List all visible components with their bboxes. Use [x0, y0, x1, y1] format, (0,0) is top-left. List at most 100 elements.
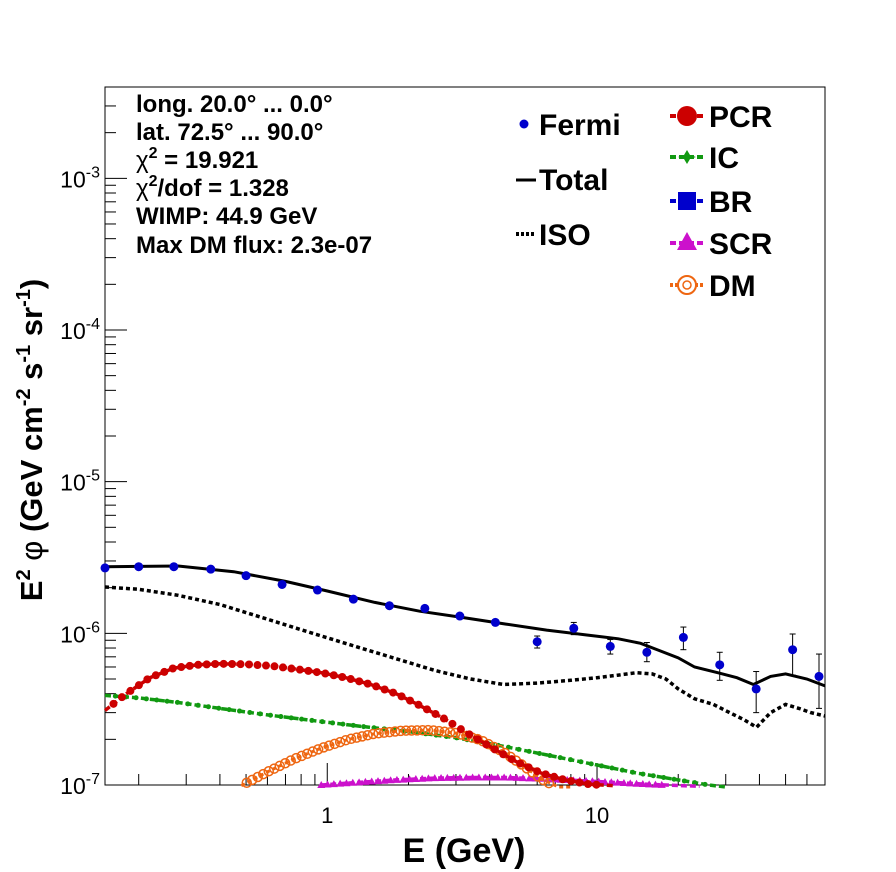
ic-marker: [526, 748, 532, 754]
pcr-marker: [109, 699, 118, 708]
fermi-point: [532, 637, 542, 647]
ic-marker: [133, 695, 139, 701]
dm-marker: [389, 726, 401, 737]
ic-marker: [205, 704, 211, 710]
legend-dm-marker-inner: [682, 280, 692, 290]
ic-marker: [619, 767, 625, 773]
pcr-marker: [422, 705, 431, 714]
pcr-curve: [103, 662, 614, 788]
dm-marker: [433, 725, 445, 737]
scr-marker: [367, 777, 376, 785]
pcr-marker: [583, 780, 592, 789]
scr-marker: [481, 773, 490, 781]
pcr-marker: [219, 659, 228, 668]
pcr-marker: [126, 686, 135, 695]
dm-marker: [263, 766, 274, 777]
ic-marker: [216, 705, 222, 711]
fermi-point: [348, 594, 358, 604]
dm-marker: [318, 742, 329, 753]
pcr-marker: [380, 685, 389, 694]
ic-marker: [516, 746, 522, 752]
pcr-marker: [431, 709, 440, 718]
pcr-marker: [287, 664, 296, 673]
dm-marker: [367, 728, 379, 740]
scr-marker: [626, 779, 635, 787]
pcr-marker: [185, 661, 194, 670]
scr-marker: [405, 775, 414, 783]
scr-marker: [437, 774, 446, 782]
ic-marker: [661, 775, 667, 781]
ic-marker: [185, 701, 191, 707]
scr-marker: [336, 779, 345, 787]
legend-pcr-marker: [677, 106, 697, 126]
scr-marker: [411, 775, 420, 783]
x-tick-labels: 1 10: [321, 803, 609, 828]
scr-marker: [525, 774, 534, 782]
pcr-marker: [151, 671, 160, 680]
dm-marker: [241, 777, 253, 789]
scr-marker: [374, 777, 383, 785]
legend-dm-marker: [677, 275, 697, 295]
fermi-point: [455, 611, 465, 621]
pcr-marker: [448, 719, 457, 728]
scr-marker: [392, 775, 401, 783]
pcr-marker: [228, 660, 237, 669]
fermi-point: [277, 579, 287, 589]
dm-marker: [417, 725, 428, 736]
ic-marker: [537, 750, 543, 756]
legend-fermi-marker: [519, 119, 529, 129]
scr-marker: [512, 773, 521, 781]
legend: Fermi Total ISO PCR IC BR SCR DM: [516, 101, 773, 303]
dm-marker: [252, 771, 264, 783]
scr-marker: [613, 778, 622, 786]
dm-marker: [406, 725, 417, 736]
pcr-marker: [312, 668, 321, 677]
y-tick-label-1e-4: 10-4: [60, 316, 100, 344]
ic-marker: [557, 755, 563, 761]
scr-marker: [317, 781, 326, 788]
fermi-point: [751, 684, 761, 694]
dm-marker: [373, 728, 384, 739]
fermi-point: [490, 617, 500, 627]
ic-marker: [671, 776, 677, 782]
fermi-point: [642, 647, 652, 657]
pcr-marker: [346, 675, 355, 684]
scr-marker: [493, 773, 502, 781]
scr-marker: [474, 773, 483, 781]
pcr-marker: [355, 677, 364, 686]
dm-marker: [323, 740, 335, 751]
scr-marker: [455, 773, 464, 781]
fermi-point: [788, 645, 798, 655]
legend-dm-label: DM: [709, 270, 756, 303]
dm-marker: [362, 729, 373, 741]
pcr-marker: [516, 759, 525, 768]
scr-marker: [519, 774, 528, 782]
pcr-marker: [507, 755, 516, 764]
ic-marker: [588, 761, 594, 767]
scr-marker: [632, 779, 641, 787]
dm-marker: [395, 725, 406, 737]
ic-marker: [547, 753, 553, 759]
scr-marker: [607, 778, 616, 786]
dm-marker: [351, 732, 362, 743]
legend-pcr-label: PCR: [709, 101, 773, 134]
scr-marker: [645, 780, 654, 788]
pcr-marker: [406, 696, 415, 705]
pcr-marker: [439, 714, 448, 723]
dm-marker: [334, 736, 346, 748]
fermi-points: [100, 562, 824, 714]
fermi-point: [605, 641, 615, 651]
pcr-marker: [194, 660, 203, 669]
pcr-marker: [329, 671, 338, 680]
ic-marker: [195, 702, 201, 708]
dm-marker: [384, 726, 395, 738]
fermi-point: [384, 601, 394, 611]
dm-marker: [296, 750, 307, 762]
pcr-marker: [253, 661, 262, 670]
pcr-marker: [541, 770, 550, 779]
dm-marker: [312, 744, 324, 755]
scr-marker: [449, 773, 458, 781]
dm-marker: [301, 748, 313, 759]
ic-marker: [350, 722, 356, 728]
fermi-point: [134, 562, 144, 572]
